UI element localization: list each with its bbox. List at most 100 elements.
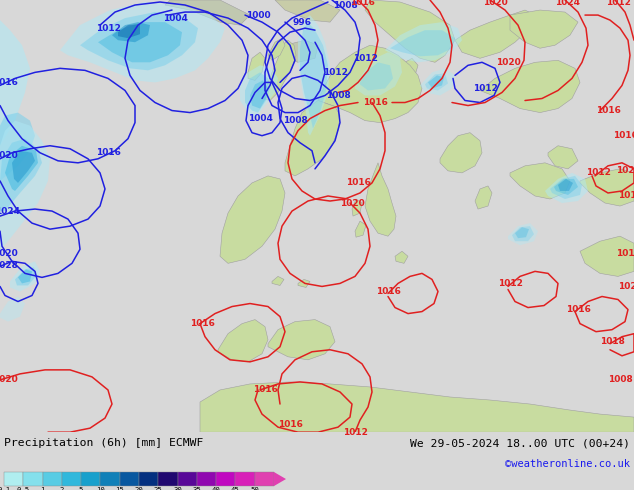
Text: 25: 25: [154, 487, 163, 490]
Polygon shape: [275, 0, 340, 22]
Polygon shape: [282, 40, 318, 62]
Polygon shape: [300, 22, 328, 131]
Text: 1012: 1012: [472, 84, 498, 93]
Text: We 29-05-2024 18..00 UTC (00+24): We 29-05-2024 18..00 UTC (00+24): [410, 438, 630, 448]
Polygon shape: [285, 100, 340, 176]
Polygon shape: [420, 68, 455, 96]
Polygon shape: [298, 279, 310, 288]
Text: 1016: 1016: [566, 305, 590, 314]
Polygon shape: [240, 65, 278, 119]
Text: 1012: 1012: [323, 68, 347, 77]
Polygon shape: [515, 227, 529, 238]
Bar: [4, 472, 23, 486]
Polygon shape: [60, 2, 225, 82]
Text: 1012: 1012: [586, 169, 611, 177]
Text: 1016: 1016: [252, 386, 278, 394]
Polygon shape: [550, 176, 582, 199]
Polygon shape: [510, 10, 578, 48]
Text: 1020: 1020: [0, 249, 17, 258]
Polygon shape: [548, 146, 578, 169]
Bar: [255, 472, 274, 486]
Bar: [23, 472, 42, 486]
Text: 1016: 1016: [616, 249, 634, 258]
Text: 1024: 1024: [0, 207, 20, 216]
Text: 1016: 1016: [346, 178, 370, 187]
Polygon shape: [318, 45, 422, 122]
Polygon shape: [268, 38, 285, 60]
Polygon shape: [352, 199, 362, 216]
Polygon shape: [218, 319, 268, 362]
Text: 40: 40: [212, 487, 221, 490]
Polygon shape: [272, 276, 284, 286]
Polygon shape: [385, 22, 462, 62]
Text: 1018: 1018: [600, 337, 624, 346]
Text: 1020: 1020: [618, 282, 634, 291]
Text: 1016: 1016: [595, 106, 621, 115]
Polygon shape: [298, 15, 330, 136]
Polygon shape: [455, 10, 535, 58]
Polygon shape: [98, 22, 182, 62]
Polygon shape: [12, 151, 35, 183]
Text: 1020: 1020: [616, 167, 634, 175]
Polygon shape: [554, 179, 578, 195]
Text: 30: 30: [173, 487, 182, 490]
Text: 1012: 1012: [342, 428, 368, 437]
Polygon shape: [395, 251, 408, 263]
Polygon shape: [355, 221, 366, 237]
Text: 1004: 1004: [247, 114, 273, 123]
Polygon shape: [360, 62, 393, 91]
Bar: [62, 472, 81, 486]
Text: 1020: 1020: [0, 375, 17, 385]
Bar: [100, 472, 120, 486]
Polygon shape: [165, 0, 250, 25]
Text: 1016: 1016: [375, 287, 401, 296]
Text: 0.1: 0.1: [0, 487, 11, 490]
Text: 1008: 1008: [283, 116, 307, 125]
Text: 1016: 1016: [0, 78, 18, 87]
Text: 45: 45: [231, 487, 240, 490]
Polygon shape: [365, 163, 396, 236]
Text: 1016: 1016: [612, 131, 634, 140]
Bar: [178, 472, 197, 486]
Text: 1016: 1016: [190, 319, 214, 328]
Polygon shape: [274, 472, 286, 486]
Text: 1012: 1012: [498, 279, 522, 288]
Polygon shape: [262, 40, 296, 100]
Text: 1028: 1028: [0, 261, 18, 270]
Polygon shape: [200, 382, 634, 432]
Bar: [42, 472, 62, 486]
Polygon shape: [15, 268, 36, 286]
Text: ©weatheronline.co.uk: ©weatheronline.co.uk: [505, 459, 630, 469]
Text: 996: 996: [292, 18, 311, 26]
Text: 5: 5: [79, 487, 83, 490]
Text: 10: 10: [96, 487, 105, 490]
Polygon shape: [0, 121, 50, 251]
Polygon shape: [580, 236, 634, 276]
Text: 1016: 1016: [618, 192, 634, 200]
Text: 1008: 1008: [607, 375, 632, 385]
Text: 2: 2: [60, 487, 64, 490]
Polygon shape: [558, 179, 573, 191]
Text: 20: 20: [134, 487, 143, 490]
Polygon shape: [5, 146, 38, 191]
Text: 1016: 1016: [278, 419, 302, 429]
Polygon shape: [510, 163, 570, 199]
Text: 1012: 1012: [353, 54, 377, 63]
Text: 1020: 1020: [340, 198, 365, 208]
Bar: [235, 472, 255, 486]
Text: 1020: 1020: [0, 151, 17, 160]
Polygon shape: [580, 169, 634, 206]
Polygon shape: [365, 0, 455, 62]
Polygon shape: [545, 173, 588, 203]
Polygon shape: [475, 186, 492, 209]
Bar: [120, 472, 139, 486]
Polygon shape: [112, 22, 150, 42]
Polygon shape: [355, 52, 402, 96]
Polygon shape: [0, 296, 25, 321]
Text: 1004: 1004: [162, 14, 188, 23]
Bar: [139, 472, 158, 486]
Polygon shape: [250, 80, 268, 109]
Polygon shape: [10, 261, 40, 292]
Polygon shape: [220, 176, 285, 263]
Polygon shape: [118, 24, 140, 38]
